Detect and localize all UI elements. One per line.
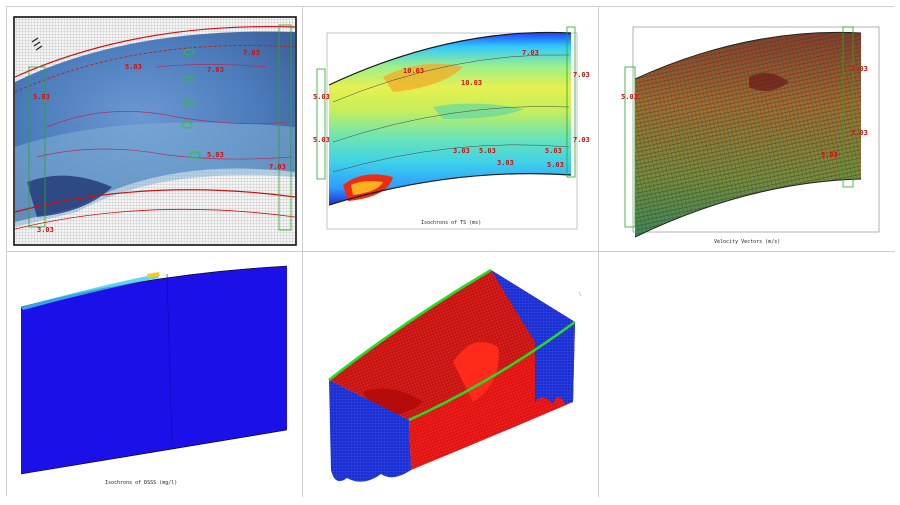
- panel-3-plot: 5.03 7.03 7.03 5.03 Velocity Vectors (m/…: [621, 26, 880, 245]
- panel-4-plot: Isochrons of DSSS (mg/l): [20, 265, 288, 486]
- panel-3-value-2: 7.03: [851, 65, 868, 73]
- panel-3-value-1: 5.03: [621, 93, 638, 101]
- panel-2-value-4: 7.03: [573, 71, 590, 79]
- panel-1-value-6: 7.03: [269, 163, 286, 171]
- panel-1: 7.03 5.03 7.03 5.03 5.03 7.03 3.03: [7, 7, 303, 252]
- panel-2-value-5: 3.03: [453, 147, 470, 155]
- panel-5: [303, 252, 599, 497]
- panel-2-value-2: 10.03: [461, 79, 482, 87]
- panel-1-value-3: 7.03: [207, 66, 224, 74]
- panel-1-value-5: 5.03: [207, 151, 224, 159]
- panel-2-plot: 10.03 10.03 7.03 7.03 3.03 5.03 3.03 5.0…: [313, 26, 590, 230]
- panel-3-value-3: 7.03: [851, 129, 868, 137]
- panel-5-surface: [328, 268, 582, 482]
- panel-4-caption: Isochrons of DSSS (mg/l): [105, 480, 177, 486]
- panel-2-value-6: 5.03: [479, 147, 496, 155]
- panel-3: 5.03 7.03 7.03 5.03 Velocity Vectors (m/…: [599, 7, 895, 252]
- panel-1-plot: 7.03 5.03 7.03 5.03 5.03 7.03 3.03: [13, 16, 297, 246]
- panel-2-value-1: 10.03: [403, 67, 424, 75]
- panel-1-value-4: 5.03: [125, 63, 142, 71]
- panel-2-value-9: 5.03: [547, 161, 564, 169]
- panel-1-value-2: 5.03: [33, 93, 50, 101]
- panel-2-value-7: 3.03: [497, 159, 514, 167]
- panel-4: Isochrons of DSSS (mg/l): [7, 252, 303, 497]
- panel-2-value-12: 7.03: [573, 136, 590, 144]
- panel-1-value-1: 7.03: [243, 49, 260, 57]
- panel-2-caption: Isochrons of TS (ms): [421, 220, 481, 226]
- panel-2-value-10: 5.03: [313, 93, 330, 101]
- panel-2-value-3: 7.03: [522, 49, 539, 57]
- panel-3-caption: Velocity Vectors (m/s): [714, 239, 780, 245]
- panel-1-value-7: 3.03: [37, 226, 54, 234]
- panel-6: [599, 252, 895, 497]
- figure-grid: 7.03 5.03 7.03 5.03 5.03 7.03 3.03: [6, 6, 895, 497]
- panel-3-value-4: 5.03: [821, 151, 838, 159]
- panel-2-value-11: 5.03: [313, 136, 330, 144]
- panel-2: 10.03 10.03 7.03 7.03 3.03 5.03 3.03 5.0…: [303, 7, 599, 252]
- panel-2-value-8: 5.03: [545, 147, 562, 155]
